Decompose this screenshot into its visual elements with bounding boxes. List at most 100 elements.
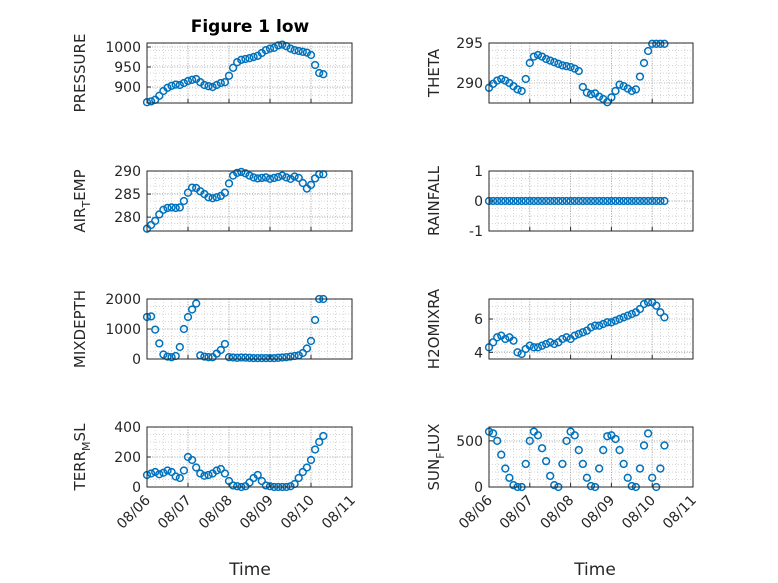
y-tick-label: 500 <box>456 434 483 450</box>
data-point <box>245 478 254 487</box>
data-point <box>233 482 242 491</box>
data-point <box>286 44 295 53</box>
data-point <box>187 75 197 84</box>
x-axis-label-right: Time <box>573 560 616 580</box>
data-point <box>574 66 583 76</box>
data-point <box>167 203 176 212</box>
data-point <box>599 445 608 455</box>
data-point <box>627 309 636 319</box>
data-point <box>521 196 530 206</box>
data-point <box>261 481 271 490</box>
data-point <box>310 174 320 183</box>
data-point <box>315 437 324 447</box>
data-point <box>643 46 653 56</box>
data-point <box>603 98 612 107</box>
data-point <box>656 39 665 48</box>
data-point <box>241 169 250 178</box>
data-point <box>265 44 275 53</box>
data-point <box>546 338 555 347</box>
data-point <box>179 324 189 334</box>
data-point <box>562 436 571 445</box>
data-point <box>286 352 295 361</box>
data-point <box>627 481 636 491</box>
data-point <box>525 341 534 350</box>
data-point <box>274 353 283 362</box>
data-point <box>546 56 555 65</box>
data-point <box>146 312 156 321</box>
data-point <box>501 196 510 206</box>
data-point <box>574 445 583 455</box>
data-point <box>639 299 649 309</box>
data-point <box>533 196 543 206</box>
data-point <box>179 196 189 206</box>
data-point <box>537 341 547 350</box>
data-point <box>274 41 283 50</box>
y-tick-label: 0 <box>132 480 141 496</box>
grid <box>488 299 694 359</box>
y-tick-label: 0 <box>132 352 141 368</box>
data-point <box>228 481 238 490</box>
data-point <box>603 432 612 441</box>
data-point <box>261 46 271 55</box>
axes-box <box>488 42 694 104</box>
axes-box <box>146 170 353 232</box>
data-point <box>257 173 266 183</box>
data-point <box>509 196 518 206</box>
data-point <box>488 338 498 347</box>
data-point <box>635 464 645 473</box>
data-point <box>319 70 328 79</box>
data-point <box>493 436 502 445</box>
data-point <box>635 72 645 81</box>
data-point <box>541 54 551 64</box>
data-point <box>315 68 324 78</box>
y-tick-label: 1000 <box>105 322 141 338</box>
data-point <box>595 464 604 473</box>
data-point <box>639 196 649 206</box>
data-point <box>175 342 184 352</box>
data-point <box>146 97 156 106</box>
data-point <box>619 313 628 322</box>
data-point <box>163 203 172 213</box>
data-point <box>525 436 534 445</box>
data-point <box>660 196 669 206</box>
y-tick-label: 290 <box>456 76 483 92</box>
y-tick-label: 900 <box>114 80 141 96</box>
data-point <box>578 196 587 206</box>
data-point <box>233 168 242 177</box>
data-point <box>302 463 312 472</box>
data-point <box>521 74 530 84</box>
y-tick-label: 6 <box>474 312 483 328</box>
data-point <box>537 196 547 206</box>
data-point <box>660 441 669 450</box>
y-tick-label: 285 <box>114 187 141 203</box>
data-point <box>635 196 645 206</box>
data-point <box>163 352 172 361</box>
data-point <box>237 353 246 362</box>
data-point <box>513 196 522 206</box>
data-point <box>533 431 543 440</box>
data-point <box>652 39 661 48</box>
data-point <box>204 470 213 480</box>
data-point <box>590 321 600 330</box>
data-point <box>586 196 596 206</box>
data-point <box>611 86 620 96</box>
data-point <box>200 352 209 361</box>
data-point <box>196 469 205 478</box>
y-tick-label: 4 <box>474 345 483 361</box>
data-point <box>586 90 596 99</box>
data-point <box>509 336 518 345</box>
data-point <box>550 339 559 349</box>
data-point <box>652 301 661 310</box>
y-tick-label: 0 <box>474 480 483 496</box>
y-tick-label: 290 <box>114 164 141 180</box>
data-point <box>183 76 193 86</box>
data-series <box>484 196 669 206</box>
data-point <box>245 54 254 63</box>
data-point <box>570 431 579 440</box>
data-point <box>533 343 543 352</box>
data-point <box>529 343 539 352</box>
axes-box <box>488 426 694 488</box>
data-point <box>627 86 636 96</box>
data-point <box>582 196 592 206</box>
data-point <box>660 39 669 48</box>
